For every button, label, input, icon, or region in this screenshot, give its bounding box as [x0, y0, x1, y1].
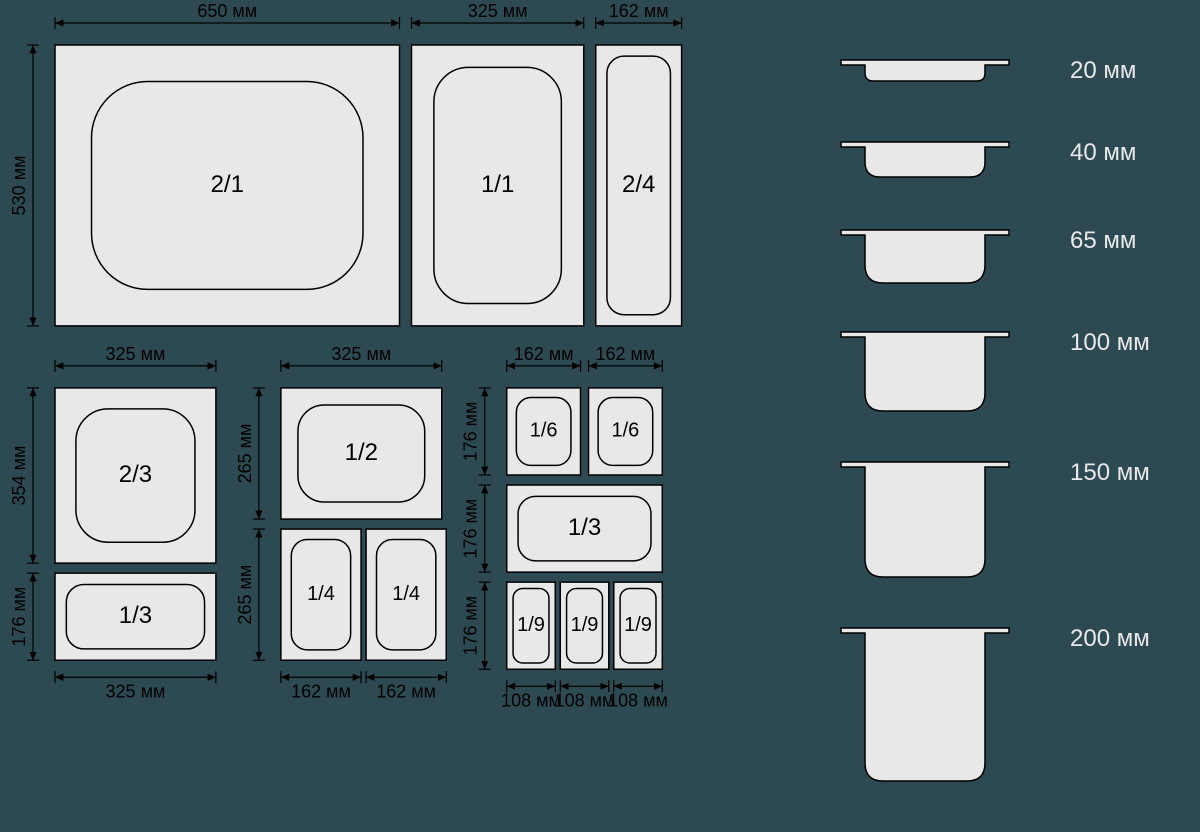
dim-2-3-h-text: 354 мм	[9, 446, 29, 506]
dim-1-9-c-w-text: 108 мм	[608, 690, 668, 710]
pan-2-3-label: 2/3	[119, 461, 152, 488]
dim-c-1-3-h-text: 176 мм	[461, 499, 481, 559]
profile-65	[841, 230, 1009, 283]
gn-pan-size-diagram: 2/1 650 мм 530 мм 1/1 325 мм 2/4 162 мм 2/3 325 …	[0, 0, 1200, 832]
dim-1-4-h-text: 265 мм	[235, 565, 255, 625]
depth-label-65: 65 мм	[1070, 227, 1136, 254]
pan-1-1-label: 1/1	[481, 171, 514, 198]
dim-1-1-w-text: 325 мм	[468, 1, 528, 21]
depth-label-150: 150 мм	[1070, 459, 1150, 486]
pan-1-4-right-label: 1/4	[392, 583, 420, 605]
depth-label-20: 20 мм	[1070, 57, 1136, 84]
profile-20	[841, 60, 1009, 81]
pan-1-9-b-label: 1/9	[571, 614, 599, 636]
dim-1-2-h-text: 265 мм	[235, 424, 255, 484]
dim-1-6-h-text: 176 мм	[461, 402, 481, 462]
pan-1-4-left-label: 1/4	[307, 583, 335, 605]
depth-label-100: 100 мм	[1070, 329, 1150, 356]
pan-a-1-3-label: 1/3	[119, 602, 152, 629]
pan-1-2-label: 1/2	[345, 439, 378, 466]
dim-1-6-l-w-text: 162 мм	[514, 344, 574, 364]
profile-100	[841, 332, 1009, 411]
dim-1-9-h-text: 176 мм	[461, 596, 481, 656]
dim-1-9-a-w-text: 108 мм	[501, 690, 561, 710]
pan-c-1-3-label: 1/3	[568, 514, 601, 541]
dim-1-4-r-w-text: 162 мм	[376, 681, 436, 701]
profile-40	[841, 142, 1009, 177]
dim-1-2-w-text: 325 мм	[331, 344, 391, 364]
pan-1-9-a-label: 1/9	[517, 614, 545, 636]
profile-200	[841, 628, 1009, 781]
dim-2-4-w-text: 162 мм	[609, 1, 669, 21]
depth-label-40: 40 мм	[1070, 139, 1136, 166]
depth-label-200: 200 мм	[1070, 625, 1150, 652]
pan-1-6-left-label: 1/6	[530, 420, 558, 442]
pan-1-6-right-label: 1/6	[612, 420, 640, 442]
pan-1-9-c-label: 1/9	[624, 614, 652, 636]
pan-2-1-label: 2/1	[211, 171, 244, 198]
dim-1-4-l-w-text: 162 мм	[291, 681, 351, 701]
dim-1-6-r-w-text: 162 мм	[596, 344, 656, 364]
dim-2-3-w-text: 325 мм	[106, 344, 166, 364]
dim-1-9-b-w-text: 108 мм	[555, 690, 615, 710]
dim-a-1-3-w-text: 325 мм	[106, 681, 166, 701]
pan-2-4-label: 2/4	[622, 171, 655, 198]
dim-2-1-w-text: 650 мм	[197, 1, 257, 21]
profile-150	[841, 462, 1009, 577]
dim-a-1-3-h-text: 176 мм	[9, 587, 29, 647]
dim-2-1-h-text: 530 мм	[9, 156, 29, 216]
